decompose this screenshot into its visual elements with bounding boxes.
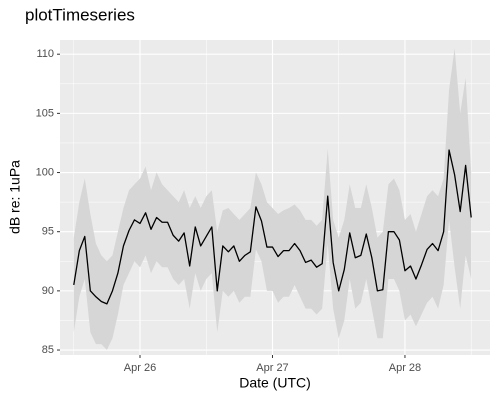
- y-axis-label: dB re: 1uPa: [7, 160, 23, 234]
- y-tick-label: 85: [42, 344, 54, 356]
- panel: [60, 40, 490, 355]
- y-tick-label: 105: [36, 107, 54, 119]
- y-tick-label: 110: [36, 48, 54, 60]
- y-tick-label: 100: [36, 166, 54, 178]
- x-tick-label: Apr 28: [389, 362, 421, 374]
- x-tick-label: Apr 27: [256, 362, 288, 374]
- x-tick-label: Apr 26: [124, 362, 156, 374]
- y-tick-label: 95: [42, 226, 54, 238]
- chart-title: plotTimeseries: [25, 5, 135, 24]
- line: [73, 149, 472, 305]
- confidence-band: [73, 48, 472, 351]
- y-tick-label: 90: [42, 285, 54, 297]
- x-axis-label: Date (UTC): [239, 375, 311, 391]
